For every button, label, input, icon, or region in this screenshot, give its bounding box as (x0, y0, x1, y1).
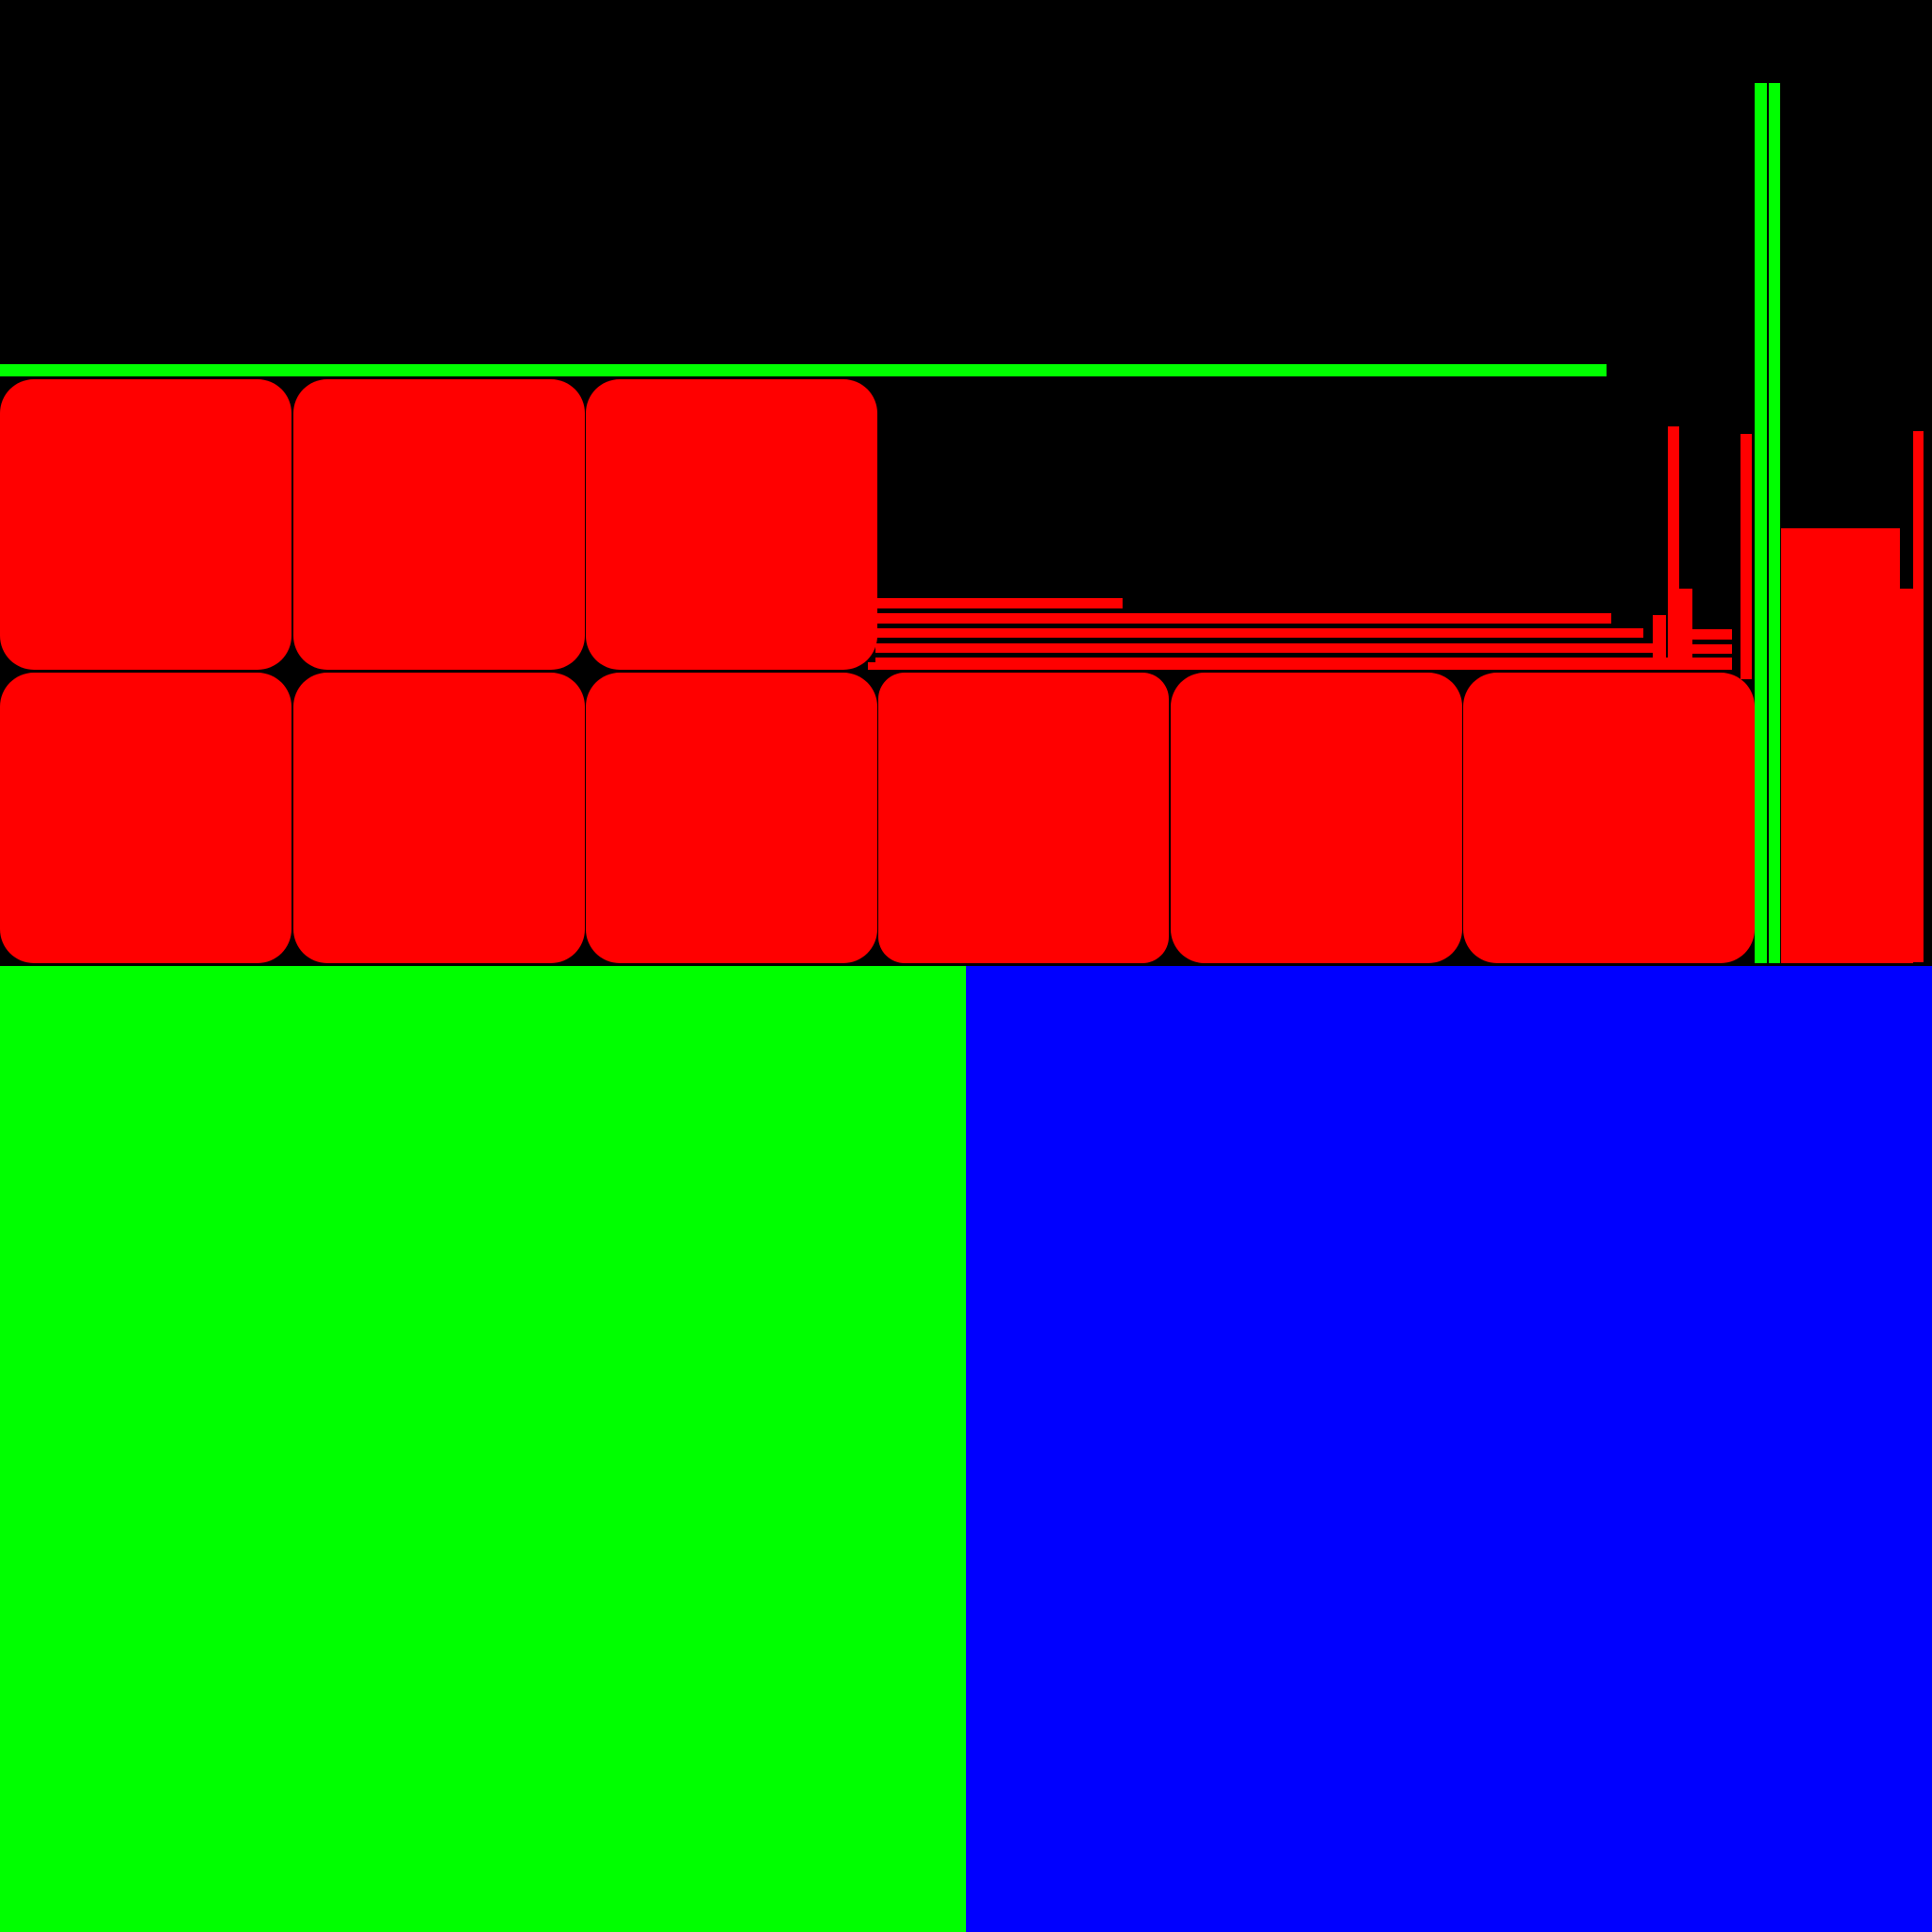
vbar-1 (1668, 426, 1679, 660)
right-block-ext (1900, 697, 1913, 963)
tile-r2-4 (878, 673, 1169, 963)
tile-r2-2 (293, 673, 585, 963)
tile-r2-1 (0, 673, 291, 963)
tile-r2-5 (1171, 673, 1462, 963)
hbar-4 (875, 643, 1657, 653)
tile-r2-6 (1463, 673, 1755, 963)
tile-r1-2 (293, 379, 585, 670)
green-rule (0, 364, 1607, 376)
vbar-2 (1679, 589, 1692, 660)
vbar-5 (1913, 431, 1924, 962)
tick-1 (1692, 629, 1732, 640)
green-v-1 (1755, 83, 1767, 963)
vbar-3 (1653, 615, 1666, 660)
panel-right (966, 966, 1932, 1932)
hbar-3 (875, 628, 1643, 638)
tick-3 (1900, 589, 1913, 697)
vbar-4 (1740, 434, 1752, 679)
tick-2 (1692, 644, 1732, 654)
hbar-6 (868, 662, 1732, 670)
panel-left (0, 966, 966, 1932)
tile-r1-3 (586, 379, 877, 670)
green-v-2 (1769, 83, 1780, 963)
tile-r2-3 (586, 673, 877, 963)
hbar-1 (875, 598, 1123, 608)
hbar-2 (875, 613, 1611, 624)
tile-r1-1 (0, 379, 291, 670)
right-block (1781, 528, 1900, 963)
